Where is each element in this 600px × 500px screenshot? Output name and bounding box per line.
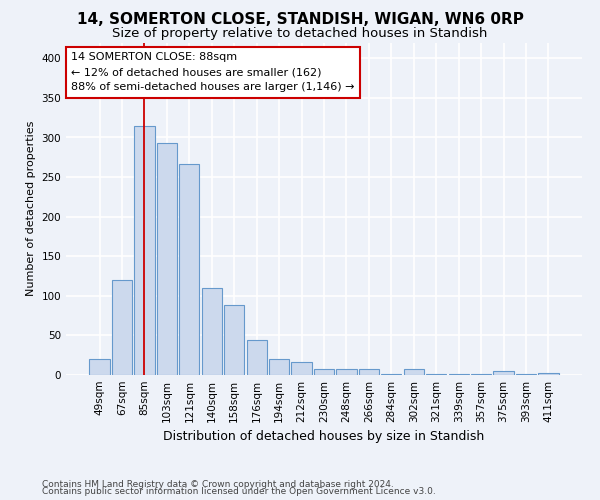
Bar <box>381 374 401 375</box>
Text: 14, SOMERTON CLOSE, STANDISH, WIGAN, WN6 0RP: 14, SOMERTON CLOSE, STANDISH, WIGAN, WN6… <box>77 12 523 28</box>
Bar <box>471 374 491 375</box>
Bar <box>179 164 199 375</box>
Bar <box>538 372 559 375</box>
Text: Contains HM Land Registry data © Crown copyright and database right 2024.: Contains HM Land Registry data © Crown c… <box>42 480 394 489</box>
Bar <box>404 370 424 375</box>
Bar <box>134 126 155 375</box>
X-axis label: Distribution of detached houses by size in Standish: Distribution of detached houses by size … <box>163 430 485 444</box>
Bar <box>89 359 110 375</box>
Bar <box>247 340 267 375</box>
Bar <box>202 288 222 375</box>
Bar <box>516 374 536 375</box>
Bar <box>224 304 244 375</box>
Bar <box>269 359 289 375</box>
Text: Size of property relative to detached houses in Standish: Size of property relative to detached ho… <box>112 28 488 40</box>
Bar <box>449 374 469 375</box>
Bar <box>157 143 177 375</box>
Bar <box>292 362 311 375</box>
Bar <box>337 370 356 375</box>
Bar <box>426 374 446 375</box>
Text: 14 SOMERTON CLOSE: 88sqm
← 12% of detached houses are smaller (162)
88% of semi-: 14 SOMERTON CLOSE: 88sqm ← 12% of detach… <box>71 52 355 92</box>
Bar <box>359 370 379 375</box>
Y-axis label: Number of detached properties: Number of detached properties <box>26 121 36 296</box>
Bar <box>493 371 514 375</box>
Bar <box>112 280 132 375</box>
Text: Contains public sector information licensed under the Open Government Licence v3: Contains public sector information licen… <box>42 487 436 496</box>
Bar <box>314 368 334 375</box>
